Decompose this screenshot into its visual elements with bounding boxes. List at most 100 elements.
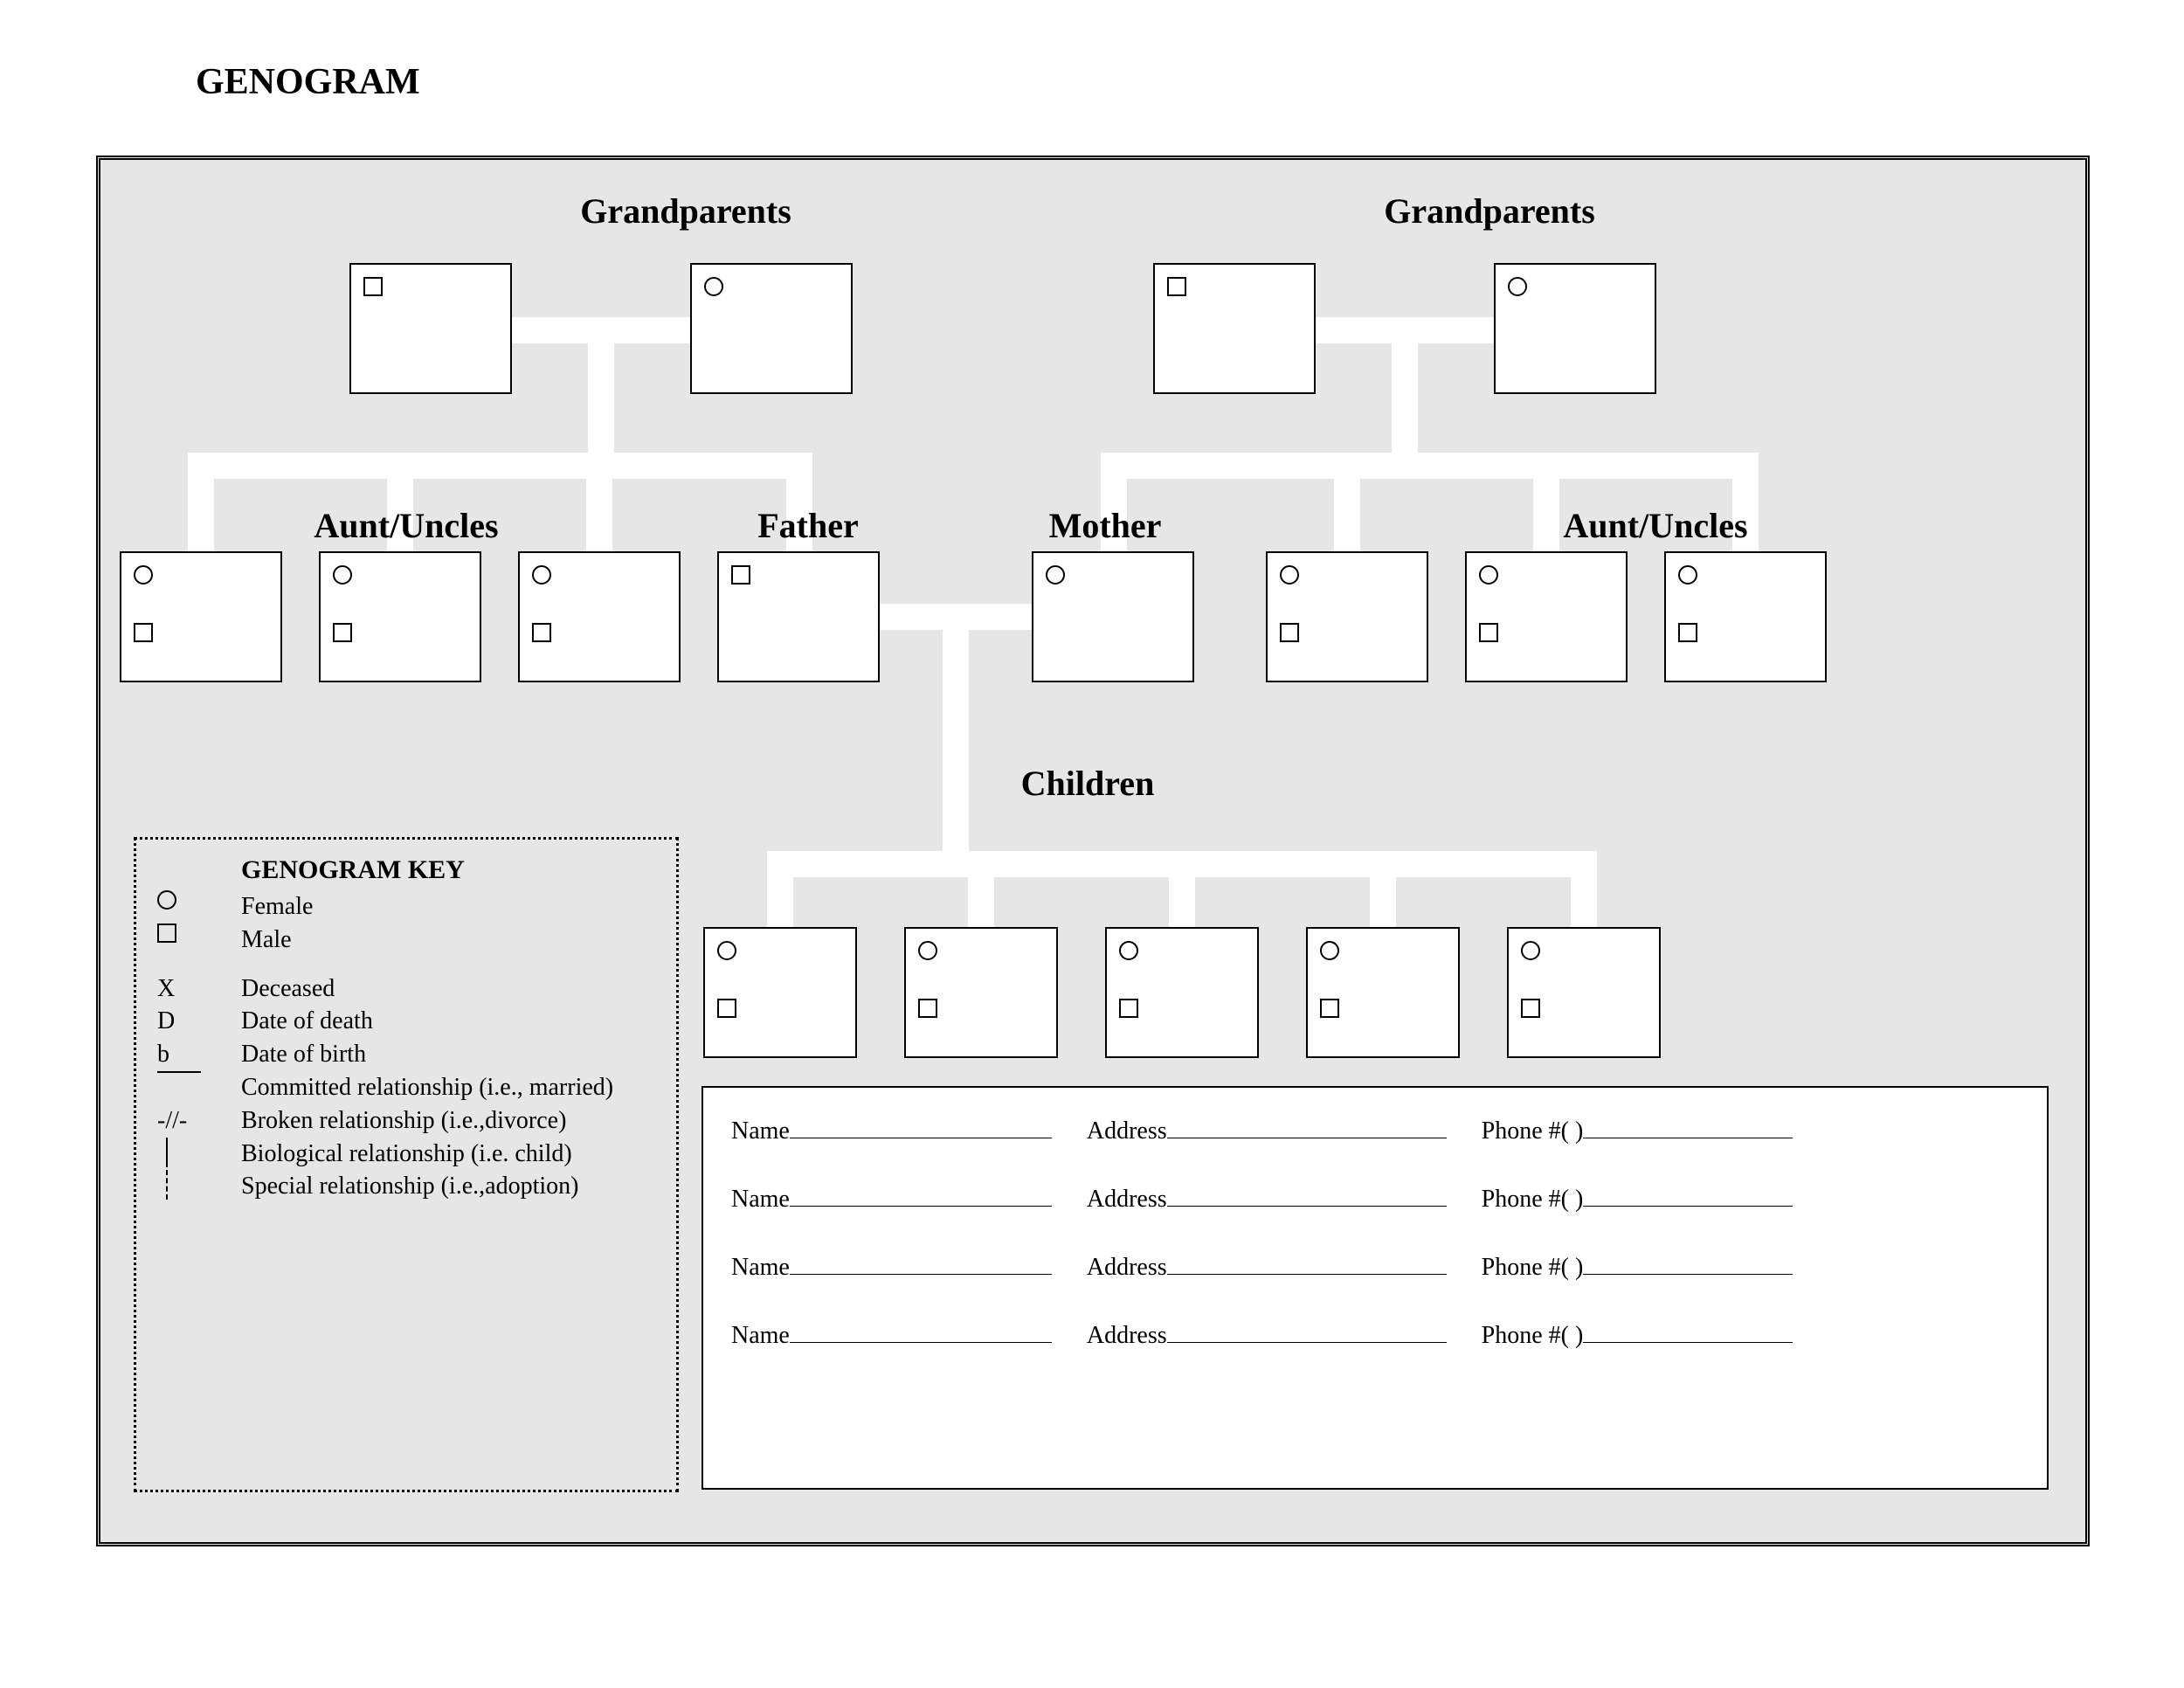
key-symbol: b [154,1038,241,1071]
key-title: GENOGRAM KEY [241,855,659,885]
field-label: Name [731,1186,790,1214]
field-underline [1167,1250,1447,1275]
key-symbol: X [154,972,241,1006]
key-symbol-text: -//- [157,1104,187,1138]
key-label: Committed relationship (i.e., married) [241,1071,659,1104]
key-row: Female [154,890,659,924]
heading-grandparents-left: Grandparents [467,190,904,232]
key-symbol [154,924,241,943]
contact-field-name[interactable]: Name [731,1114,1052,1145]
field-underline [1583,1250,1793,1275]
key-label: Date of birth [241,1038,659,1071]
contact-field-name[interactable]: Name [731,1182,1052,1214]
field-underline [790,1250,1052,1275]
contact-field-phone[interactable]: Phone #( ) [1482,1250,1794,1282]
female-marker-icon [1280,565,1299,585]
field-label: Address [1087,1322,1167,1350]
key-row: bDate of birth [154,1038,659,1071]
female-marker-icon [1119,941,1138,960]
field-underline [1583,1182,1793,1207]
contact-field-address[interactable]: Address [1087,1318,1447,1350]
field-label: Address [1087,1254,1167,1282]
key-symbol: D [154,1005,241,1038]
male-marker-icon [1167,277,1186,296]
male-marker-icon [1521,999,1540,1018]
heading-children: Children [869,763,1306,804]
contact-field-name[interactable]: Name [731,1318,1052,1350]
person-box-au-r-1[interactable] [1266,551,1428,682]
contact-field-phone[interactable]: Phone #( ) [1482,1182,1794,1214]
male-marker-icon [134,623,153,642]
heading-grandparents-right: Grandparents [1271,190,1708,232]
contact-row: Name Address Phone #( ) [731,1114,2019,1145]
contact-row: Name Address Phone #( ) [731,1250,2019,1282]
key-symbol-text: D [157,1005,175,1038]
contact-info-panel: Name Address Phone #( ) Name Address Phone #(… [702,1086,2049,1490]
contact-field-phone[interactable]: Phone #( ) [1482,1114,1794,1145]
contact-field-name[interactable]: Name [731,1250,1052,1282]
person-box-au-l-1[interactable] [120,551,282,682]
key-row: XDeceased [154,972,659,1006]
contact-field-address[interactable]: Address [1087,1182,1447,1214]
male-marker-icon [1119,999,1138,1018]
hline-icon [157,1071,201,1073]
person-box-gp-right-male[interactable] [1153,263,1316,394]
person-box-child-3[interactable] [1105,927,1259,1058]
male-marker-icon [1320,999,1339,1018]
key-symbol: -//- [154,1104,241,1138]
key-label: Female [241,890,659,924]
key-row: Biological relationship (i.e. child) [154,1138,659,1171]
female-marker-icon [532,565,551,585]
person-box-child-5[interactable] [1507,927,1661,1058]
person-box-au-r-2[interactable] [1465,551,1628,682]
key-row: Male [154,924,659,957]
key-row: Special relationship (i.e.,adoption) [154,1170,659,1203]
field-label: Phone #( ) [1482,1322,1584,1350]
contact-field-address[interactable]: Address [1087,1250,1447,1282]
field-underline [790,1318,1052,1343]
person-box-mother[interactable] [1032,551,1194,682]
contact-field-phone[interactable]: Phone #( ) [1482,1318,1794,1350]
field-label: Address [1087,1117,1167,1145]
contact-field-address[interactable]: Address [1087,1114,1447,1145]
contact-row: Name Address Phone #( ) [731,1318,2019,1350]
field-underline [790,1114,1052,1138]
person-box-au-r-3[interactable] [1664,551,1827,682]
person-box-child-2[interactable] [904,927,1058,1058]
person-box-child-1[interactable] [703,927,857,1058]
field-underline [790,1182,1052,1207]
male-marker-icon [1678,623,1697,642]
person-box-gp-right-female[interactable] [1494,263,1656,394]
key-label: Broken relationship (i.e.,divorce) [241,1104,659,1138]
key-label: Date of death [241,1005,659,1038]
female-marker-icon [1046,565,1065,585]
field-label: Address [1087,1186,1167,1214]
person-box-gp-left-female[interactable] [690,263,853,394]
male-marker-icon [363,277,383,296]
female-marker-icon [333,565,352,585]
vdash-icon [166,1170,168,1200]
key-label: Biological relationship (i.e. child) [241,1138,659,1171]
male-marker-icon [918,999,937,1018]
vline-icon [166,1138,168,1167]
person-box-father[interactable] [717,551,880,682]
page-title: GENOGRAM [196,61,420,103]
male-marker-icon [717,999,736,1018]
male-marker-icon [1280,623,1299,642]
female-marker-icon [1678,565,1697,585]
key-label: Special relationship (i.e.,adoption) [241,1170,659,1203]
key-symbol [154,1138,241,1167]
key-row: -//- Broken relationship (i.e.,divorce) [154,1104,659,1138]
person-box-child-4[interactable] [1306,927,1460,1058]
person-box-au-l-2[interactable] [319,551,481,682]
female-marker-icon [1508,277,1527,296]
female-marker-icon [1479,565,1498,585]
diagram-frame: GrandparentsGrandparentsAunt/UnclesFathe… [96,156,2090,1546]
field-label: Phone #( ) [1482,1117,1584,1145]
female-marker-icon [717,941,736,960]
field-label: Name [731,1117,790,1145]
key-symbol [154,1170,241,1200]
person-box-gp-left-male[interactable] [349,263,512,394]
key-symbol [154,890,241,910]
person-box-au-l-3[interactable] [518,551,681,682]
